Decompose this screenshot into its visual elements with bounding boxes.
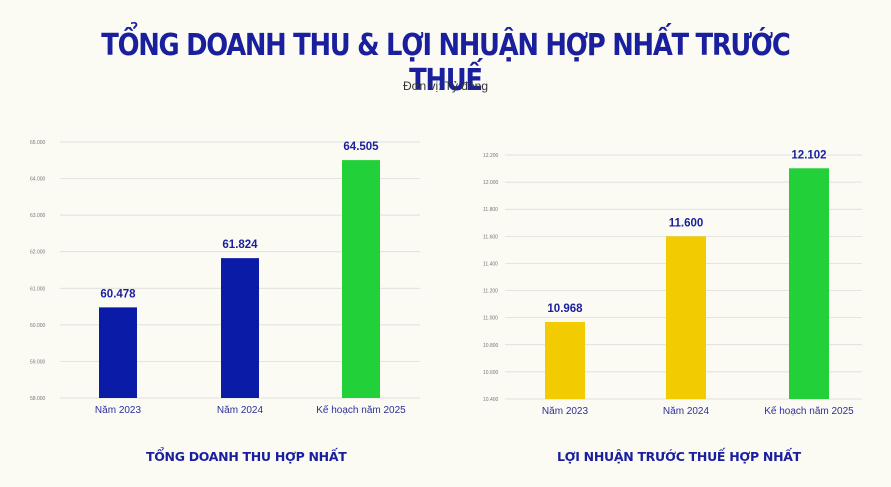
revenue-y-tick-label: 65.000 — [30, 140, 46, 146]
revenue-y-tick-label: 60.000 — [30, 323, 46, 329]
profit-y-tick-label: 10.400 — [483, 397, 499, 403]
profit-y-tick-label: 11.600 — [483, 234, 498, 240]
unit-label: Đơn vị: Tỷ đồng — [402, 79, 489, 93]
profit-y-tick-label: 12.200 — [483, 153, 499, 159]
revenue-y-tick-label: 64.000 — [30, 177, 46, 183]
profit-value-label: 10.968 — [547, 303, 583, 315]
revenue-chart-title: TỔNG DOANH THU HỢP NHẤT — [146, 449, 347, 464]
profit-y-tick-label: 12.000 — [483, 180, 499, 186]
revenue-value-label: 60.478 — [100, 288, 136, 300]
revenue-y-tick-label: 62.000 — [30, 250, 46, 256]
profit-chart-title: LỢI NHUẬN TRƯỚC THUẾ HỢP NHẤT — [557, 449, 801, 464]
profit-y-tick-label: 10.600 — [483, 370, 499, 376]
revenue-y-tick-label: 63.000 — [30, 213, 46, 219]
profit-y-tick-label: 11.200 — [483, 289, 498, 295]
revenue-value-label: 64.505 — [343, 141, 379, 153]
revenue-y-tick-label: 61.000 — [30, 286, 46, 292]
revenue-bar — [99, 307, 137, 398]
revenue-bar — [342, 160, 380, 398]
profit-category-label: Kế hoạch năm 2025 — [764, 405, 854, 417]
profit-value-label: 11.600 — [669, 217, 704, 229]
profit-y-tick-label: 11.000 — [483, 316, 498, 322]
page-title: TỔNG DOANH THU & LỢI NHUẬN HỢP NHẤT TRƯỚ… — [101, 28, 791, 98]
profit-bar — [789, 168, 829, 399]
revenue-category-label: Năm 2023 — [95, 405, 142, 416]
revenue-y-tick-label: 58.000 — [30, 396, 46, 402]
profit-category-label: Năm 2024 — [663, 406, 710, 417]
revenue-value-label: 61.824 — [222, 239, 258, 251]
profit-category-label: Năm 2023 — [542, 406, 589, 417]
profit-y-tick-label: 11.800 — [483, 207, 498, 213]
revenue-category-label: Năm 2024 — [217, 405, 264, 416]
profit-value-label: 12.102 — [791, 149, 826, 161]
profit-y-tick-label: 11.400 — [483, 261, 498, 267]
profit-y-tick-label: 10.800 — [483, 343, 499, 349]
revenue-y-tick-label: 59.000 — [30, 359, 46, 365]
revenue-category-label: Kế hoạch năm 2025 — [316, 404, 406, 416]
profit-bar — [545, 322, 585, 399]
profit-bar — [666, 236, 706, 399]
revenue-bar — [221, 258, 259, 398]
